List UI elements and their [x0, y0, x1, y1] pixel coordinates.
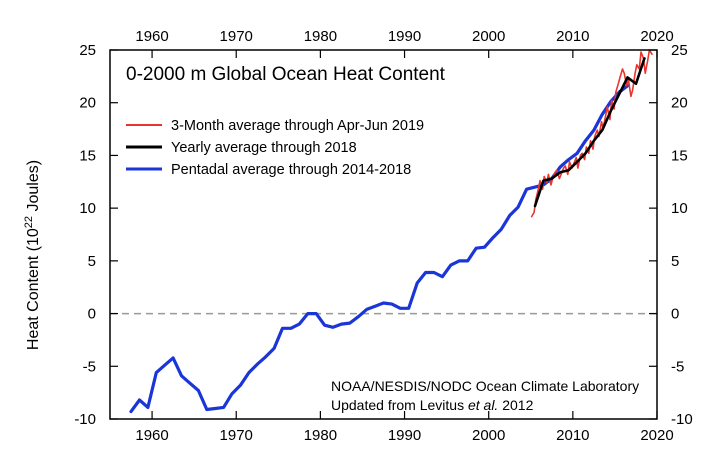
y-tick-label-right--10: -10: [671, 411, 693, 428]
y-tick-label-left-20: 20: [79, 95, 96, 112]
y-tick-label-left-5: 5: [88, 253, 96, 270]
x-tick-label-bottom-1960: 1960: [135, 427, 168, 444]
x-tick-label-top-1990: 1990: [388, 28, 421, 45]
credit-line-2: Updated from Levitus et al. 2012: [331, 397, 534, 413]
x-tick-label-bottom-2000: 2000: [472, 427, 505, 444]
series-layer: [129, 49, 653, 414]
x-tick-label-top-2000: 2000: [472, 28, 505, 45]
y-axis-label: Heat Content (1022 Joules): [23, 160, 42, 350]
plot-frame: [109, 49, 658, 420]
y-tick-label-right-5: 5: [671, 253, 679, 270]
credit-line-2-prefix: Updated from Levitus: [331, 397, 468, 413]
legend-label-pentadal: Pentadal average through 2014-2018: [171, 162, 411, 178]
series-line-pentadal: [129, 84, 630, 414]
y-axis-label-base: Heat Content (10: [25, 228, 42, 350]
y-tick-label-right-0: 0: [671, 306, 679, 323]
x-tick-label-bottom-2020: 2020: [640, 427, 673, 444]
x-tick-label-bottom-1980: 1980: [304, 427, 337, 444]
credit-line-2-suffix: 2012: [498, 397, 533, 413]
series-line-yearly: [533, 57, 646, 208]
legend-label-3month: 3-Month average through Apr-Jun 2019: [171, 118, 424, 134]
x-tick-label-top-1980: 1980: [304, 28, 337, 45]
y-tick-label-right-15: 15: [671, 147, 688, 164]
y-tick-label-left-15: 15: [79, 147, 96, 164]
y-tick-label-right-25: 25: [671, 42, 688, 59]
y-tick-label-left-10: 10: [79, 200, 96, 217]
x-tick-label-top-1960: 1960: [135, 28, 168, 45]
y-tick-label-right-10: 10: [671, 200, 688, 217]
y-tick-label-right--5: -5: [671, 358, 684, 375]
x-tick-label-bottom-2010: 2010: [556, 427, 589, 444]
y-axis-label-exponent: 22: [23, 216, 35, 228]
y-tick-label-left--5: -5: [83, 358, 96, 375]
y-tick-label-left--10: -10: [74, 411, 96, 428]
legend-label-yearly: Yearly average through 2018: [171, 140, 357, 156]
chart-title: 0-2000 m Global Ocean Heat Content: [126, 64, 446, 85]
x-tick-label-top-2010: 2010: [556, 28, 589, 45]
x-tick-label-top-1970: 1970: [220, 28, 253, 45]
x-tick-label-bottom-1990: 1990: [388, 427, 421, 444]
x-tick-label-top-2020: 2020: [640, 28, 673, 45]
credit-line-2-italic: et al.: [468, 397, 498, 413]
y-tick-label-left-0: 0: [88, 306, 96, 323]
x-tick-label-bottom-1970: 1970: [220, 427, 253, 444]
legend: 3-Month average through Apr-Jun 2019 Yea…: [126, 118, 424, 178]
y-tick-label-right-20: 20: [671, 95, 688, 112]
y-axis-label-suffix: Joules): [25, 160, 42, 216]
credit-line-1: NOAA/NESDIS/NODC Ocean Climate Laborator…: [331, 378, 639, 394]
ticks-layer: 1960196019701970198019801990199020002000…: [74, 28, 692, 444]
y-tick-label-left-25: 25: [79, 42, 96, 59]
